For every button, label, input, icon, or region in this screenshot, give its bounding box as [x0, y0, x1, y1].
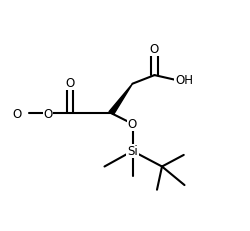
Text: O: O	[66, 77, 74, 90]
Text: O: O	[12, 107, 21, 120]
Text: O: O	[128, 118, 137, 131]
Polygon shape	[109, 84, 132, 115]
Text: Si: Si	[127, 145, 138, 158]
Text: OH: OH	[175, 74, 193, 87]
Text: O: O	[150, 43, 159, 56]
Text: O: O	[44, 107, 52, 120]
